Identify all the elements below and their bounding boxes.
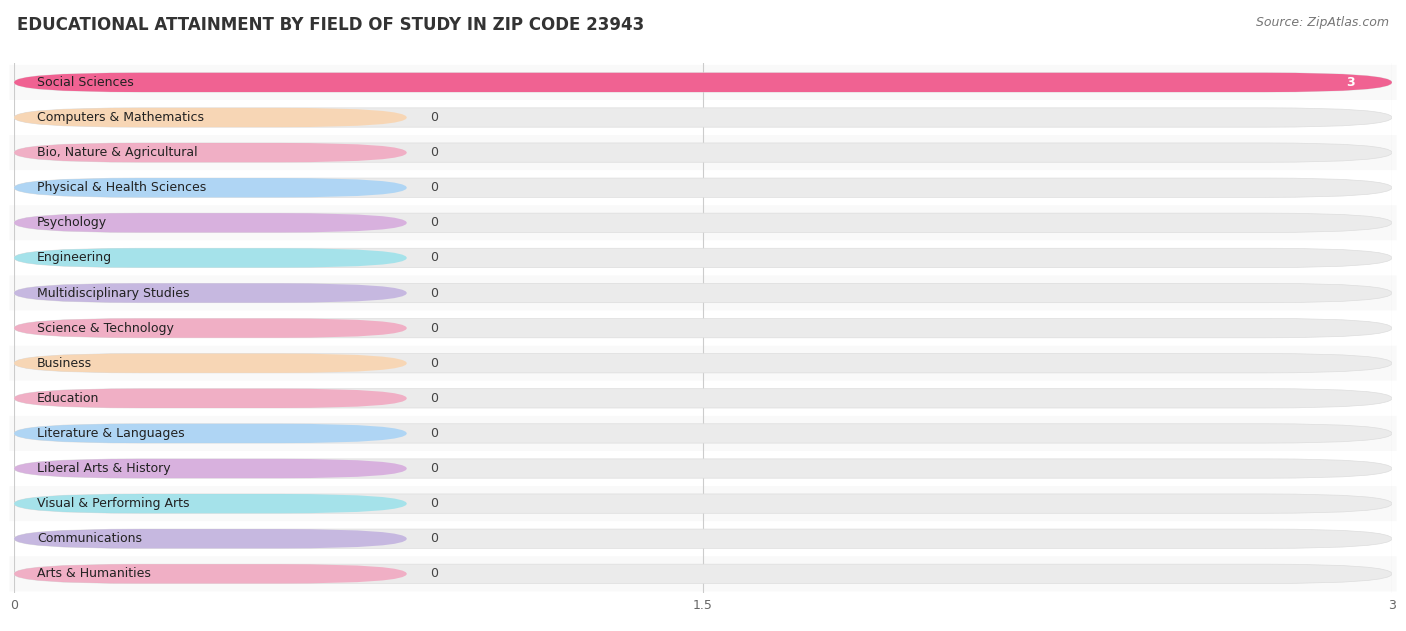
FancyBboxPatch shape — [10, 451, 1396, 486]
Text: Multidisciplinary Studies: Multidisciplinary Studies — [37, 286, 190, 300]
Text: Liberal Arts & History: Liberal Arts & History — [37, 462, 170, 475]
FancyBboxPatch shape — [14, 459, 406, 478]
Text: EDUCATIONAL ATTAINMENT BY FIELD OF STUDY IN ZIP CODE 23943: EDUCATIONAL ATTAINMENT BY FIELD OF STUDY… — [17, 16, 644, 34]
FancyBboxPatch shape — [14, 73, 1392, 92]
Text: 0: 0 — [430, 181, 437, 194]
FancyBboxPatch shape — [14, 319, 1392, 338]
FancyBboxPatch shape — [14, 248, 1392, 268]
Text: Science & Technology: Science & Technology — [37, 322, 174, 334]
FancyBboxPatch shape — [10, 486, 1396, 521]
FancyBboxPatch shape — [10, 100, 1396, 135]
Text: 0: 0 — [430, 286, 437, 300]
Text: Literature & Languages: Literature & Languages — [37, 427, 184, 440]
Text: Social Sciences: Social Sciences — [37, 76, 134, 89]
FancyBboxPatch shape — [14, 494, 1392, 513]
Text: Computers & Mathematics: Computers & Mathematics — [37, 111, 204, 124]
Text: 0: 0 — [430, 322, 437, 334]
FancyBboxPatch shape — [10, 135, 1396, 170]
Text: 0: 0 — [430, 427, 437, 440]
FancyBboxPatch shape — [10, 416, 1396, 451]
Text: Visual & Performing Arts: Visual & Performing Arts — [37, 497, 190, 510]
FancyBboxPatch shape — [14, 178, 1392, 198]
Text: 0: 0 — [430, 111, 437, 124]
FancyBboxPatch shape — [14, 424, 1392, 443]
FancyBboxPatch shape — [10, 346, 1396, 380]
FancyBboxPatch shape — [10, 240, 1396, 276]
FancyBboxPatch shape — [10, 521, 1396, 557]
FancyBboxPatch shape — [14, 283, 1392, 303]
Text: Communications: Communications — [37, 532, 142, 545]
Text: 0: 0 — [430, 462, 437, 475]
Text: Psychology: Psychology — [37, 216, 107, 229]
FancyBboxPatch shape — [14, 389, 406, 408]
Text: 0: 0 — [430, 567, 437, 581]
Text: 0: 0 — [430, 146, 437, 159]
Text: Education: Education — [37, 392, 100, 405]
FancyBboxPatch shape — [10, 310, 1396, 346]
FancyBboxPatch shape — [10, 65, 1396, 100]
FancyBboxPatch shape — [14, 178, 406, 198]
Text: Bio, Nature & Agricultural: Bio, Nature & Agricultural — [37, 146, 198, 159]
Text: Arts & Humanities: Arts & Humanities — [37, 567, 150, 581]
FancyBboxPatch shape — [14, 353, 406, 373]
FancyBboxPatch shape — [10, 205, 1396, 240]
Text: 3: 3 — [1347, 76, 1355, 89]
FancyBboxPatch shape — [14, 213, 1392, 232]
Text: 0: 0 — [430, 532, 437, 545]
FancyBboxPatch shape — [14, 248, 406, 268]
FancyBboxPatch shape — [14, 564, 406, 584]
FancyBboxPatch shape — [10, 380, 1396, 416]
FancyBboxPatch shape — [14, 494, 406, 513]
FancyBboxPatch shape — [14, 529, 406, 548]
Text: 0: 0 — [430, 392, 437, 405]
FancyBboxPatch shape — [10, 170, 1396, 205]
Text: Engineering: Engineering — [37, 251, 112, 264]
FancyBboxPatch shape — [14, 108, 1392, 127]
Text: 0: 0 — [430, 251, 437, 264]
FancyBboxPatch shape — [14, 564, 1392, 584]
FancyBboxPatch shape — [14, 283, 406, 303]
Text: Source: ZipAtlas.com: Source: ZipAtlas.com — [1256, 16, 1389, 29]
FancyBboxPatch shape — [14, 353, 1392, 373]
FancyBboxPatch shape — [14, 143, 406, 162]
FancyBboxPatch shape — [14, 319, 406, 338]
FancyBboxPatch shape — [14, 459, 1392, 478]
Text: 0: 0 — [430, 216, 437, 229]
Text: Business: Business — [37, 357, 93, 370]
FancyBboxPatch shape — [14, 73, 1392, 92]
FancyBboxPatch shape — [14, 529, 1392, 548]
FancyBboxPatch shape — [10, 557, 1396, 591]
FancyBboxPatch shape — [14, 389, 1392, 408]
FancyBboxPatch shape — [14, 424, 406, 443]
FancyBboxPatch shape — [14, 143, 1392, 162]
Text: Physical & Health Sciences: Physical & Health Sciences — [37, 181, 207, 194]
FancyBboxPatch shape — [10, 276, 1396, 310]
Text: 0: 0 — [430, 357, 437, 370]
Text: 0: 0 — [430, 497, 437, 510]
FancyBboxPatch shape — [14, 108, 406, 127]
FancyBboxPatch shape — [14, 213, 406, 232]
